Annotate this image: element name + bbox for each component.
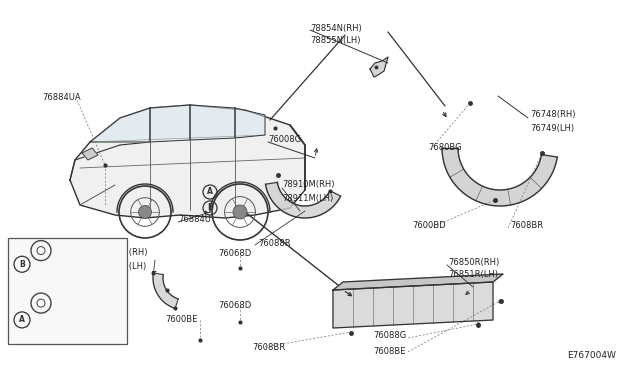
Text: 76088R: 76088R — [258, 238, 291, 247]
Polygon shape — [82, 148, 98, 160]
Text: 63910M(RH): 63910M(RH) — [95, 248, 147, 257]
Text: 76884UA: 76884UA — [42, 93, 81, 103]
Text: E767004W: E767004W — [567, 350, 616, 359]
Polygon shape — [442, 148, 557, 206]
Text: 76851R(LH): 76851R(LH) — [448, 270, 498, 279]
Polygon shape — [333, 282, 493, 328]
Text: 76008G: 76008G — [268, 135, 301, 144]
Text: 78911M(LH): 78911M(LH) — [282, 193, 333, 202]
Polygon shape — [235, 108, 265, 138]
Text: 76850R(RH): 76850R(RH) — [448, 257, 499, 266]
Polygon shape — [370, 57, 388, 77]
Polygon shape — [90, 108, 150, 142]
Text: 78854N(RH): 78854N(RH) — [310, 23, 362, 32]
Polygon shape — [153, 273, 178, 308]
Polygon shape — [190, 105, 235, 140]
Text: B: B — [207, 203, 213, 212]
Text: B: B — [19, 260, 25, 269]
Text: A: A — [207, 187, 213, 196]
FancyBboxPatch shape — [8, 237, 127, 343]
Text: 76748(RH): 76748(RH) — [530, 110, 575, 119]
Text: 7600BE: 7600BE — [165, 315, 197, 324]
Text: 7608BR: 7608BR — [510, 221, 543, 230]
Circle shape — [233, 205, 247, 219]
Text: 76749(LH): 76749(LH) — [530, 124, 574, 132]
Text: 78910M(RH): 78910M(RH) — [282, 180, 335, 189]
Text: 7680BG: 7680BG — [428, 144, 461, 153]
Text: 7608BR: 7608BR — [252, 343, 285, 352]
Text: 76884U: 76884U — [178, 215, 211, 224]
Text: 78855N(LH): 78855N(LH) — [310, 36, 360, 45]
Text: 76085PF: 76085PF — [68, 259, 104, 267]
Polygon shape — [333, 274, 503, 290]
Text: 76088G: 76088G — [373, 331, 406, 340]
Text: 7600BD: 7600BD — [412, 221, 445, 230]
Text: A: A — [19, 315, 25, 324]
Circle shape — [138, 205, 152, 218]
Polygon shape — [150, 105, 190, 142]
Text: 76068D: 76068D — [218, 301, 252, 311]
Polygon shape — [266, 182, 340, 218]
Text: 76068D: 76068D — [218, 248, 252, 257]
Polygon shape — [70, 105, 305, 218]
Text: 76085H: 76085H — [68, 314, 101, 324]
Text: 7608BE: 7608BE — [373, 346, 406, 356]
Text: 63911M(LH): 63911M(LH) — [95, 262, 147, 270]
